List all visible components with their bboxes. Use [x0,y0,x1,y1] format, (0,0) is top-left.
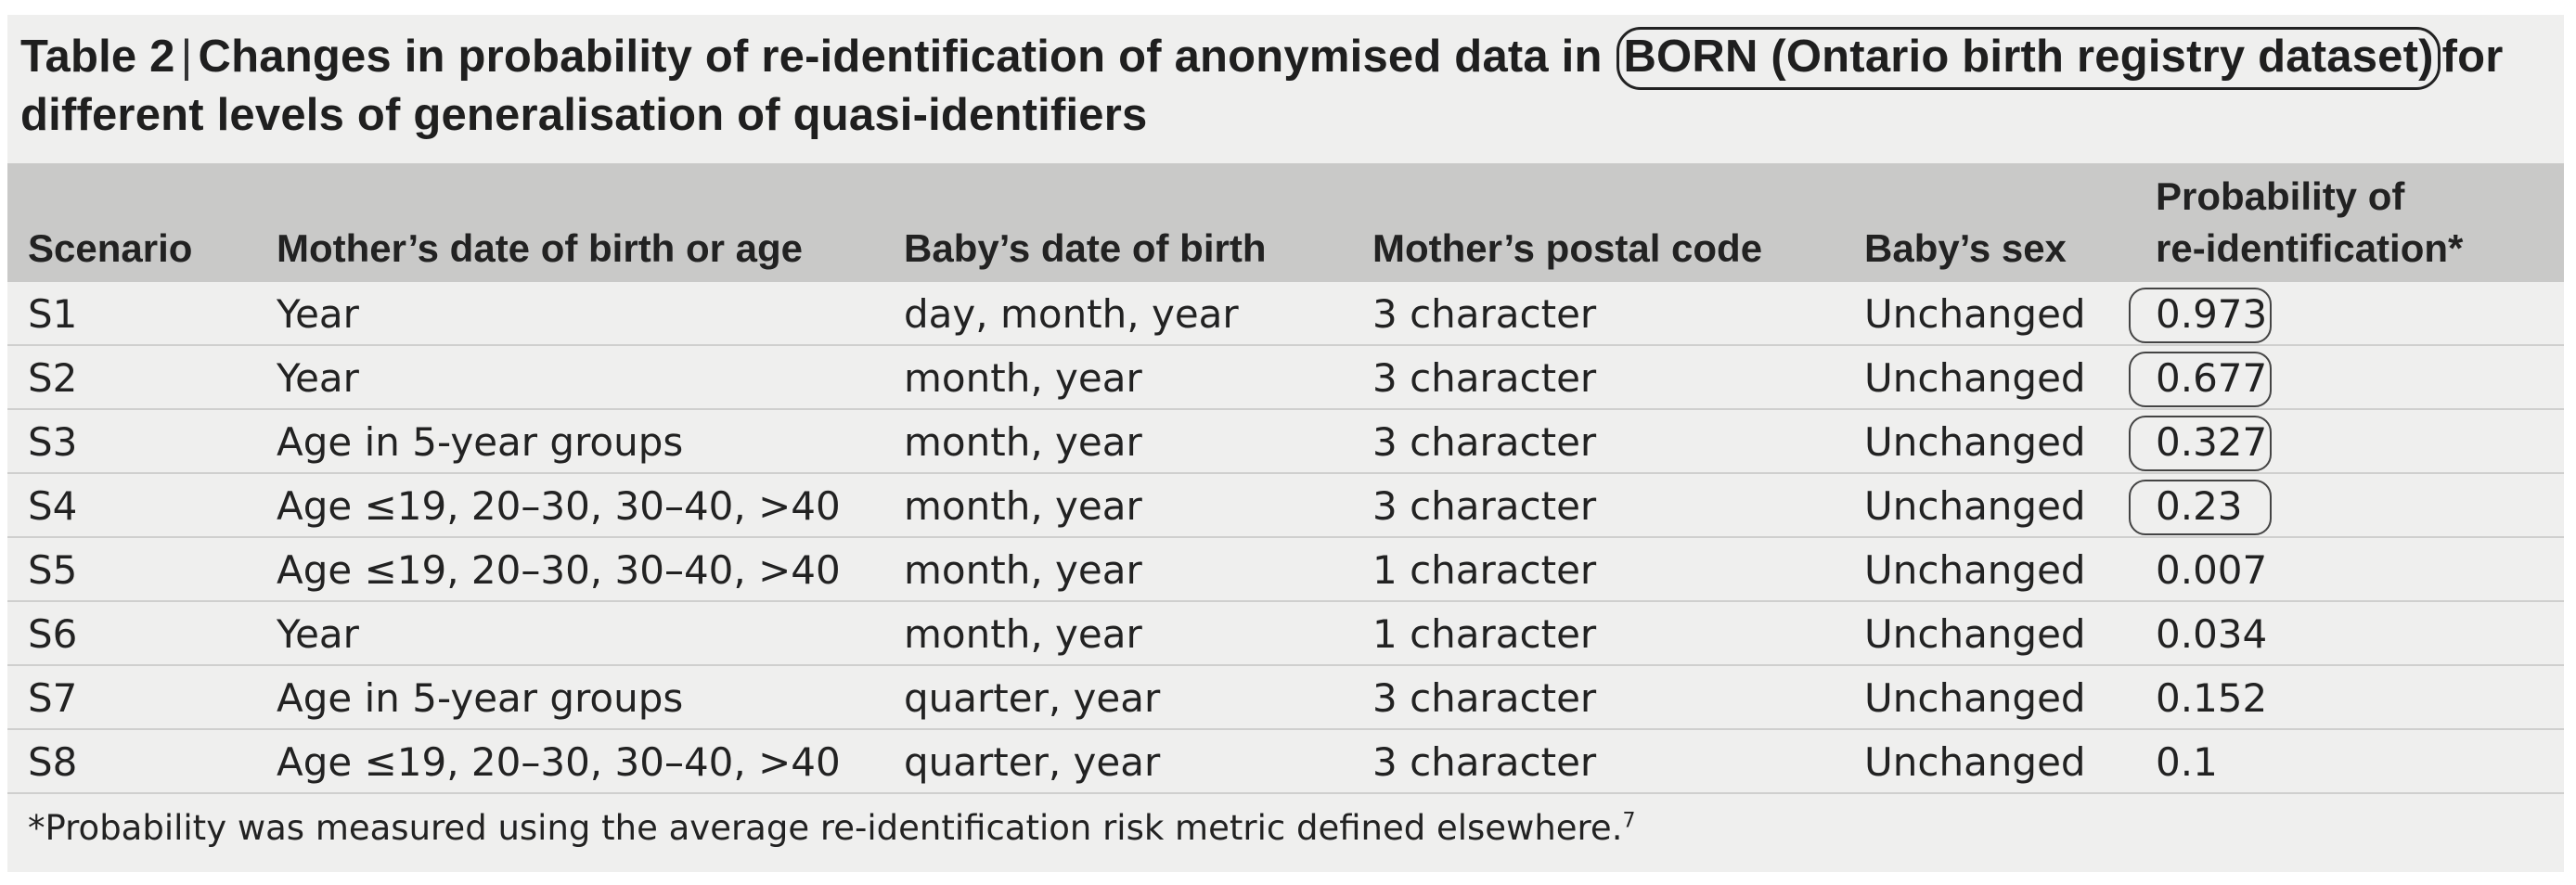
cell-probability: 0.152 [2156,675,2268,721]
cell-mother-dob: Age in 5-year groups [277,675,684,721]
title-highlight: BORN (Ontario birth registry dataset) [1616,27,2441,90]
table-row: S2 Year month, year 3 character Unchange… [7,346,2564,410]
cell-mother-dob: Age ≤19, 20–30, 30–40, >40 [277,483,841,529]
cell-mother-dob: Age ≤19, 20–30, 30–40, >40 [277,547,841,593]
table-row: S6 Year month, year 1 character Unchange… [7,602,2564,666]
cell-postal-code: 3 character [1372,291,1597,337]
cell-baby-dob: quarter, year [904,675,1161,721]
cell-probability: 0.973 [2156,291,2268,337]
cell-scenario: S3 [28,419,78,465]
table-footnote: *Probability was measured using the aver… [28,805,1635,852]
table-label: Table 2 [20,32,175,82]
cell-baby-sex: Unchanged [1864,355,2086,401]
cell-postal-code: 3 character [1372,483,1597,529]
cell-baby-dob: month, year [904,611,1142,657]
cell-baby-sex: Unchanged [1864,611,2086,657]
table-row: S5 Age ≤19, 20–30, 30–40, >40 month, yea… [7,538,2564,602]
highlight-circle [2129,416,2272,471]
cell-baby-dob: quarter, year [904,739,1161,785]
header-baby-dob: Baby’s date of birth [904,226,1267,270]
cell-postal-code: 3 character [1372,739,1597,785]
header-baby-sex: Baby’s sex [1864,226,2067,270]
cell-scenario: S5 [28,547,78,593]
cell-scenario: S6 [28,611,78,657]
cell-scenario: S2 [28,355,78,401]
cell-probability: 0.23 [2156,483,2243,529]
cell-mother-dob: Age in 5-year groups [277,419,684,465]
cell-baby-sex: Unchanged [1864,547,2086,593]
cell-mother-dob: Year [277,611,359,657]
cell-probability: 0.034 [2156,611,2268,657]
cell-baby-dob: month, year [904,355,1142,401]
footnote-text: *Probability was measured using the aver… [28,808,1623,848]
header-mother-dob: Mother’s date of birth or age [277,226,804,270]
cell-postal-code: 1 character [1372,547,1597,593]
title-text: Changes in probability of re-identificat… [198,32,1603,82]
cell-baby-dob: month, year [904,547,1142,593]
cell-baby-sex: Unchanged [1864,291,2086,337]
highlight-circle [2129,352,2272,407]
title-separator: | [180,32,193,82]
cell-probability: 0.1 [2156,739,2218,785]
table-row: S1 Year day, month, year 3 character Unc… [7,282,2564,346]
footnote-reference: 7 [1622,809,1636,833]
header-probability: Probability of [2156,174,2405,218]
cell-probability: 0.677 [2156,355,2268,401]
cell-mother-dob: Year [277,355,359,401]
table-header: Scenario Mother’s date of birth or age B… [7,163,2564,282]
cell-baby-dob: month, year [904,483,1142,529]
table-row: S4 Age ≤19, 20–30, 30–40, >40 month, yea… [7,474,2564,538]
cell-scenario: S4 [28,483,78,529]
header-probability-2: re-identification* [2156,226,2464,270]
title-line-2: different levels of generalisation of qu… [20,90,1148,140]
cell-scenario: S7 [28,675,78,721]
highlight-circle [2129,288,2272,343]
highlight-circle [2129,480,2272,535]
table-title: Table 2 | Changes in probability of re-ide… [20,27,2526,145]
header-scenario: Scenario [28,226,193,270]
title-text-post: for [2441,32,2504,82]
cell-postal-code: 3 character [1372,419,1597,465]
cell-scenario: S1 [28,291,78,337]
table-row: S8 Age ≤19, 20–30, 30–40, >40 quarter, y… [7,730,2564,794]
table-row: S3 Age in 5-year groups month, year 3 ch… [7,410,2564,474]
cell-baby-dob: month, year [904,419,1142,465]
cell-probability: 0.007 [2156,547,2268,593]
cell-baby-dob: day, month, year [904,291,1239,337]
table-body: S1 Year day, month, year 3 character Unc… [7,282,2564,794]
header-postal-code: Mother’s postal code [1372,226,1763,270]
cell-postal-code: 3 character [1372,675,1597,721]
cell-probability: 0.327 [2156,419,2268,465]
cell-scenario: S8 [28,739,78,785]
cell-baby-sex: Unchanged [1864,419,2086,465]
table-row: S7 Age in 5-year groups quarter, year 3 … [7,666,2564,730]
cell-postal-code: 3 character [1372,355,1597,401]
cell-postal-code: 1 character [1372,611,1597,657]
cell-baby-sex: Unchanged [1864,675,2086,721]
cell-mother-dob: Year [277,291,359,337]
cell-baby-sex: Unchanged [1864,739,2086,785]
cell-mother-dob: Age ≤19, 20–30, 30–40, >40 [277,739,841,785]
cell-baby-sex: Unchanged [1864,483,2086,529]
